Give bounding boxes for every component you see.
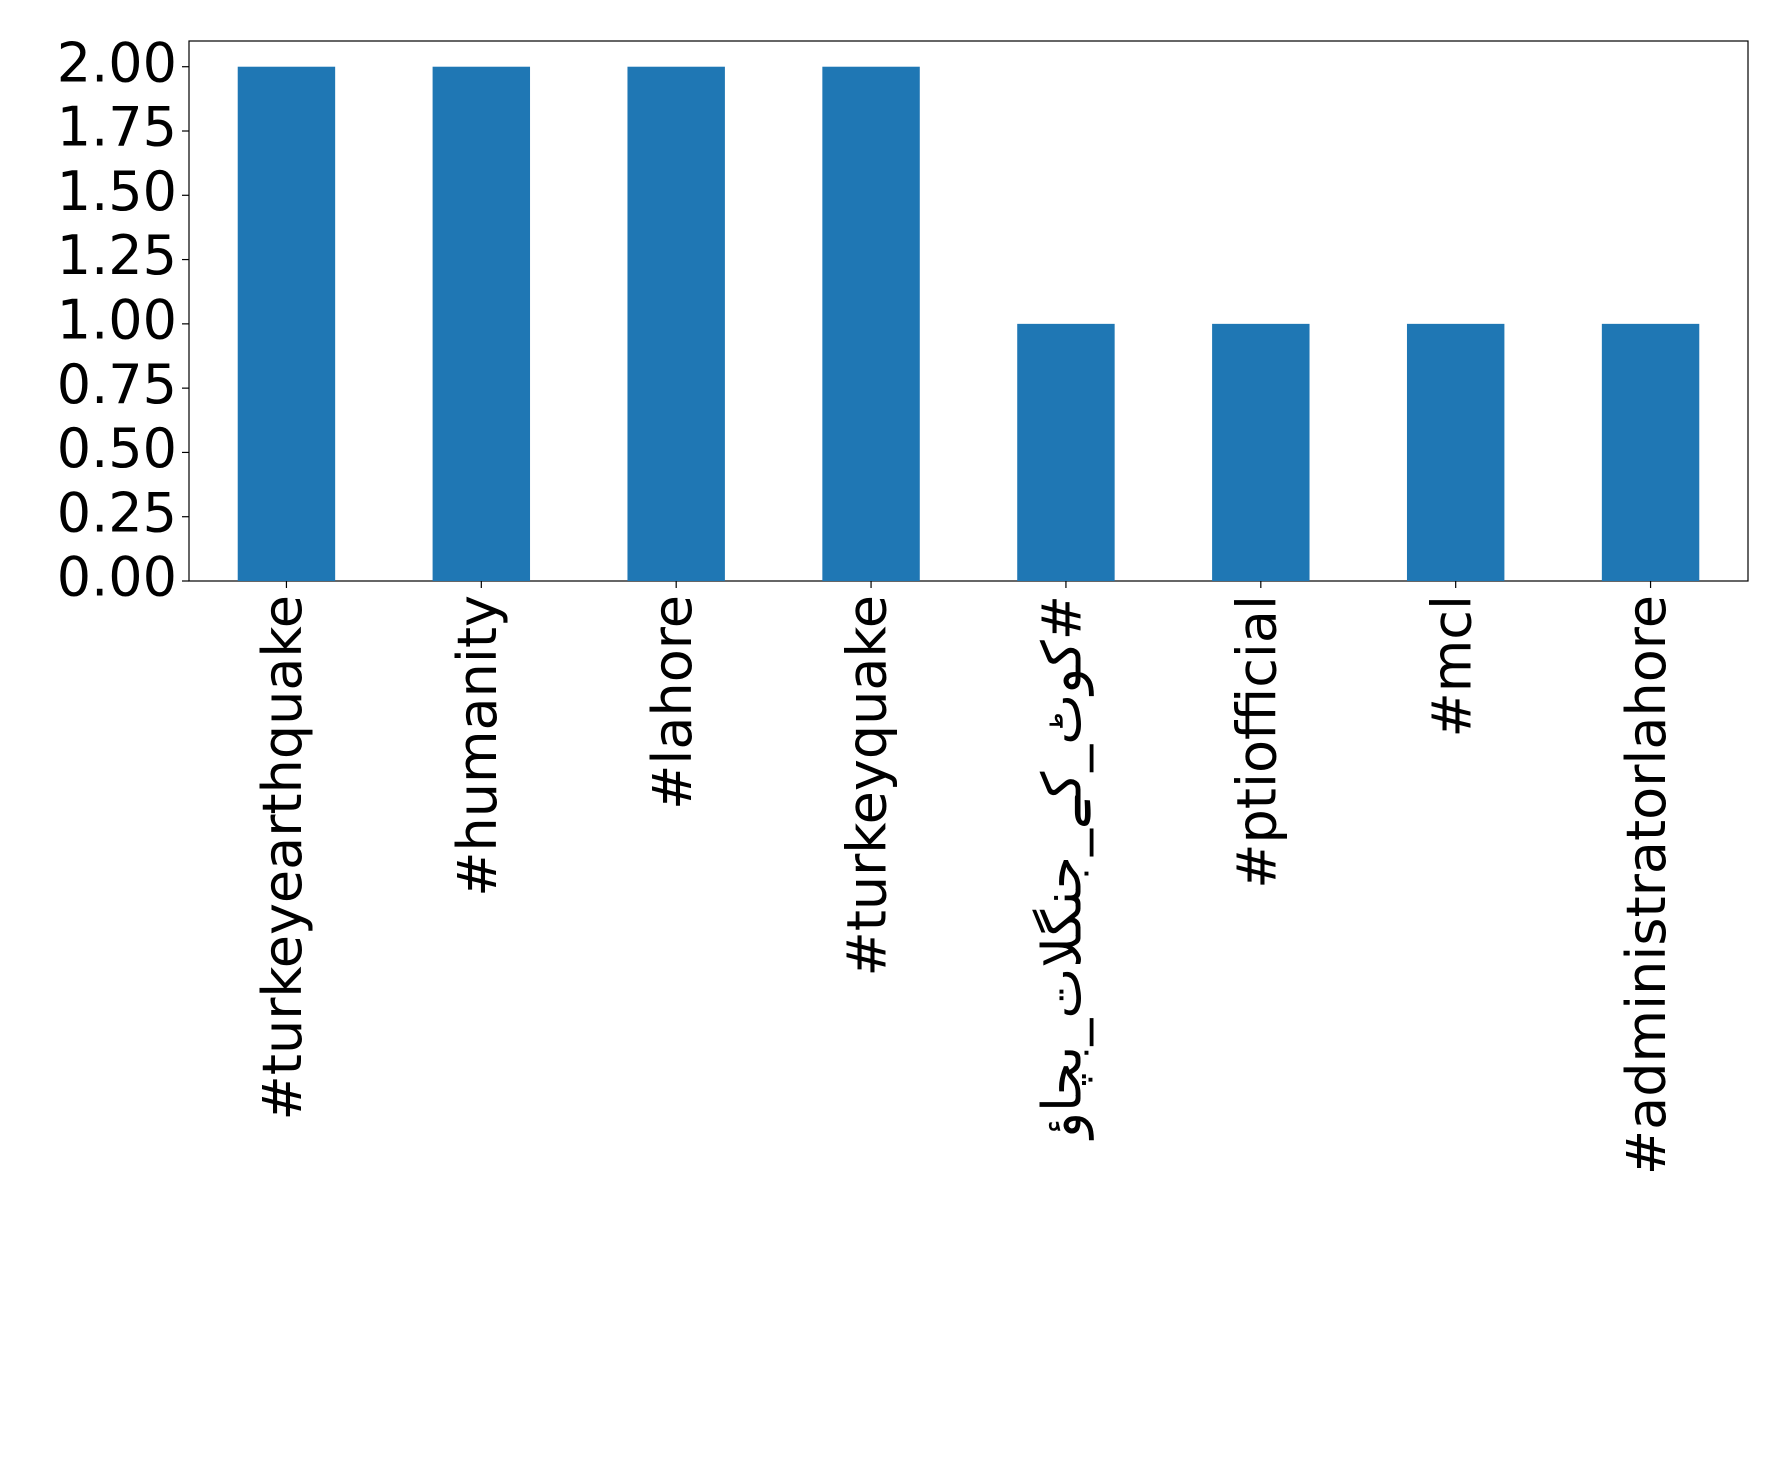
bar: [1406, 323, 1505, 581]
bar: [237, 66, 336, 581]
y-tick-label: 0.00: [57, 546, 177, 609]
y-tick-label: 0.50: [57, 417, 177, 480]
y-tick-label: 1.25: [57, 224, 177, 287]
x-tick-label: #turkeyearthquake: [251, 595, 314, 1120]
plot-frame: [188, 40, 1749, 582]
x-tick-label: #کوٹ_کے_جنگلات_بچاؤ: [1031, 595, 1094, 1141]
y-tick-label: 1.50: [57, 160, 177, 223]
bar: [822, 66, 920, 581]
bar: [432, 66, 531, 581]
x-tick-label: #administratorlahore: [1615, 595, 1678, 1175]
bar: [627, 66, 725, 581]
x-tick-label: #humanity: [446, 595, 509, 897]
y-tick-label: 0.75: [57, 353, 177, 416]
x-tick-label: #lahore: [641, 595, 704, 810]
x-tick-label: #turkeyquake: [836, 595, 899, 977]
y-tick-label: 0.25: [57, 481, 177, 544]
y-tick-label: 1.75: [57, 96, 177, 159]
y-tick-label: 2.00: [57, 31, 177, 94]
x-tick-label: #mcl: [1420, 595, 1483, 738]
bar: [1601, 323, 1700, 581]
bar: [1017, 323, 1115, 581]
bar: [1212, 323, 1310, 581]
y-tick-label: 1.00: [57, 288, 177, 351]
x-tick-label: #ptiofficial: [1225, 595, 1288, 889]
